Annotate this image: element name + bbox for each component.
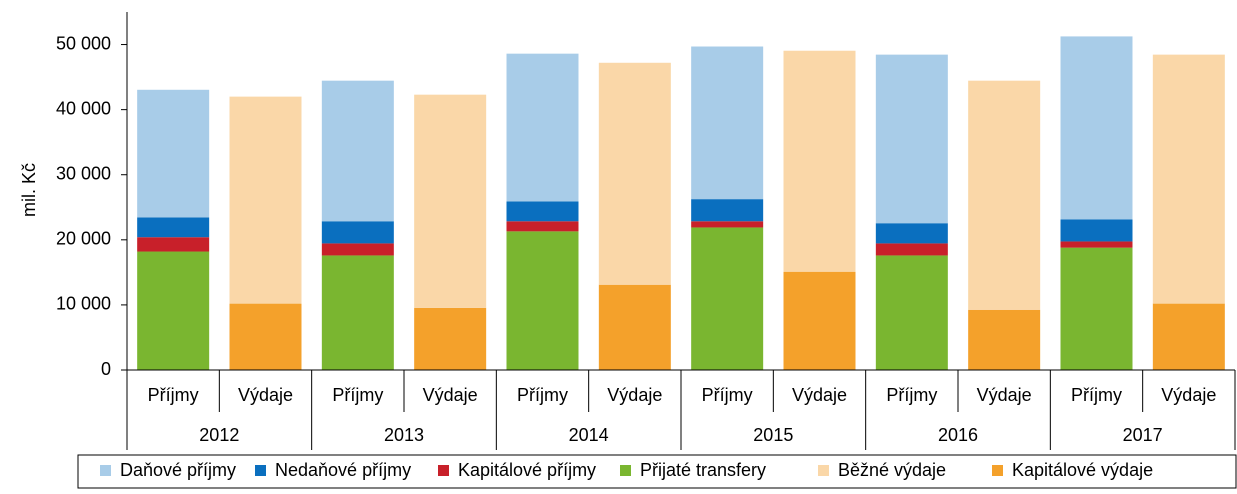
group-label: 2015 (753, 425, 793, 445)
bar-segment (968, 309, 1041, 370)
bar-segment (1152, 54, 1225, 304)
x-tick-label: Výdaje (607, 385, 662, 405)
bar-segment (968, 80, 1041, 310)
group-label: 2017 (1123, 425, 1163, 445)
legend-label: Přijaté transfery (640, 460, 766, 480)
y-tick-label: 40 000 (56, 98, 111, 118)
bar-segment (137, 89, 210, 218)
bar-segment (506, 221, 579, 232)
group-label: 2016 (938, 425, 978, 445)
bar-segment (691, 227, 764, 370)
x-tick-label: Příjmy (1071, 385, 1122, 405)
x-tick-label: Příjmy (517, 385, 568, 405)
legend-swatch (255, 465, 266, 476)
bar-segment (321, 80, 394, 222)
bar-segment (1060, 36, 1133, 220)
legend-label: Daňové příjmy (120, 460, 236, 480)
x-tick-label: Výdaje (792, 385, 847, 405)
bar-segment (1152, 303, 1225, 370)
y-tick-label: 30 000 (56, 163, 111, 183)
bar-segment (137, 251, 210, 370)
x-tick-label: Příjmy (886, 385, 937, 405)
legend-swatch (620, 465, 631, 476)
bar-segment (875, 243, 948, 256)
bar-segment (1060, 247, 1133, 370)
y-tick-label: 0 (101, 359, 111, 379)
bar-segment (1060, 241, 1133, 248)
y-tick-label: 20 000 (56, 229, 111, 249)
bar-segment (321, 255, 394, 370)
legend-swatch (818, 465, 829, 476)
bar-segment (598, 62, 671, 285)
bar-segment (506, 53, 579, 202)
bar-segment (137, 217, 210, 238)
bar-segment (783, 50, 856, 272)
group-label: 2014 (569, 425, 609, 445)
bar-segment (875, 223, 948, 244)
bar-segment (691, 46, 764, 200)
legend-swatch (992, 465, 1003, 476)
bar-segment (691, 221, 764, 228)
legend-swatch (100, 465, 111, 476)
legend-box (77, 454, 1237, 489)
bar-segment (414, 307, 487, 370)
bar-segment (506, 231, 579, 370)
bar-segment (229, 96, 302, 304)
y-axis-label: mil. Kč (19, 163, 39, 217)
bar-segment (783, 271, 856, 370)
bar-segment (1060, 219, 1133, 242)
bar-segment (875, 255, 948, 370)
legend-label: Kapitálové výdaje (1012, 460, 1153, 480)
x-tick-label: Výdaje (238, 385, 293, 405)
bar-segment (598, 284, 671, 370)
group-label: 2012 (199, 425, 239, 445)
y-tick-label: 50 000 (56, 33, 111, 53)
legend-swatch (438, 465, 449, 476)
legend-label: Kapitálové příjmy (458, 460, 596, 480)
bar-segment (321, 221, 394, 244)
bar-segment (321, 243, 394, 256)
bar-segment (137, 237, 210, 252)
legend-label: Běžné výdaje (838, 460, 946, 480)
bar-segment (875, 54, 948, 224)
x-tick-label: Příjmy (332, 385, 383, 405)
x-tick-label: Příjmy (148, 385, 199, 405)
bar-segment (506, 201, 579, 222)
bar-segment (691, 199, 764, 222)
legend-label: Nedaňové příjmy (275, 460, 411, 480)
x-tick-label: Výdaje (977, 385, 1032, 405)
x-tick-label: Výdaje (1161, 385, 1216, 405)
bar-segment (229, 303, 302, 370)
x-tick-label: Výdaje (423, 385, 478, 405)
group-label: 2013 (384, 425, 424, 445)
y-tick-label: 10 000 (56, 294, 111, 314)
bar-segment (414, 94, 487, 308)
x-tick-label: Příjmy (702, 385, 753, 405)
